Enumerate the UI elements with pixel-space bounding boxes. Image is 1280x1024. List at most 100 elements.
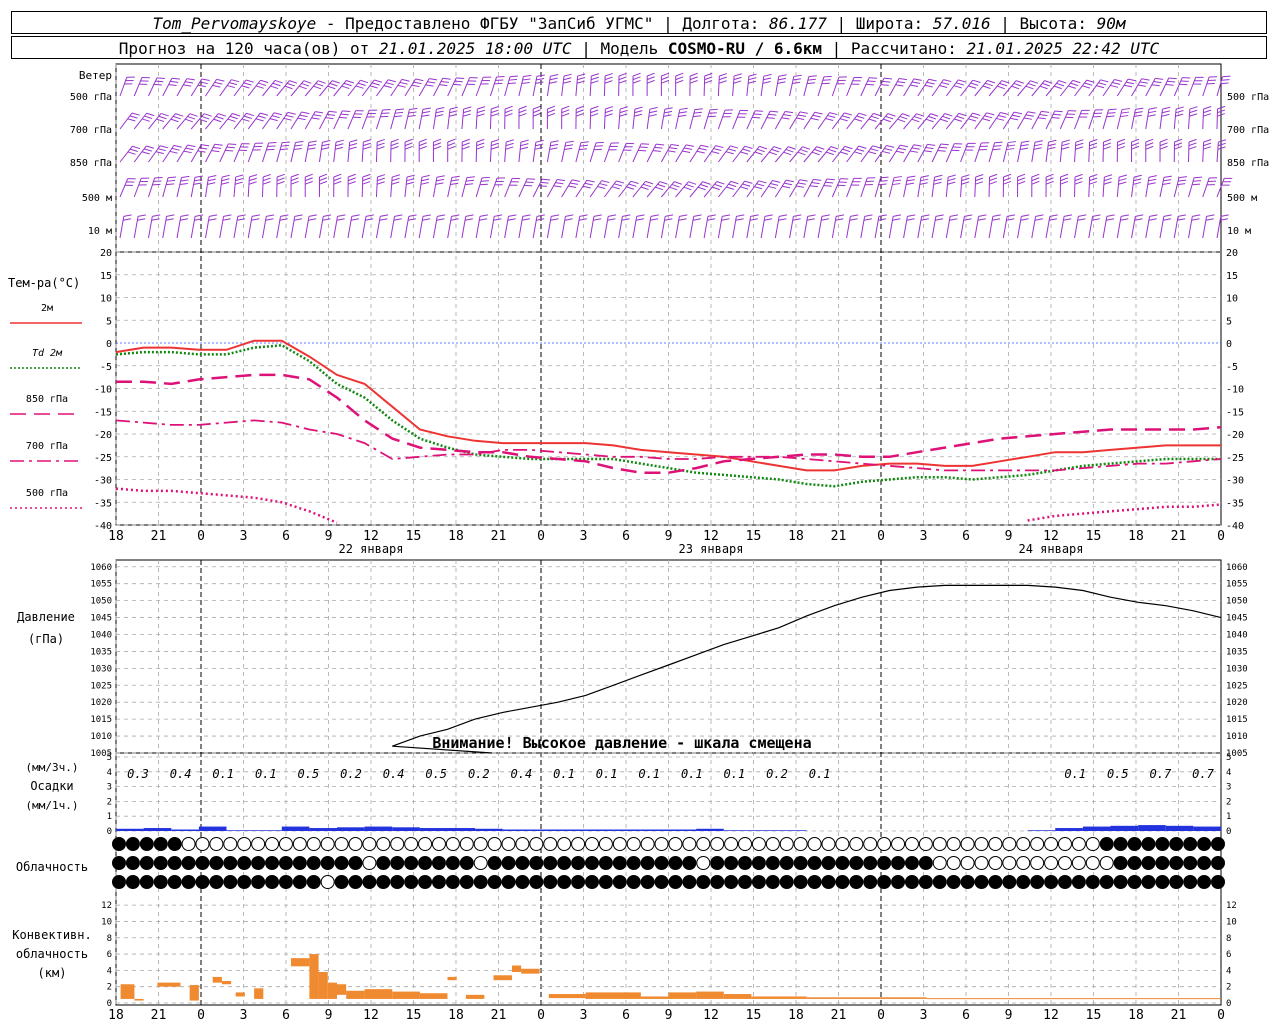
wind-barb-feather: [255, 118, 264, 122]
cloud-cover-symbol: [431, 837, 446, 851]
wind-barb-feather: [143, 148, 152, 152]
precip-bar: [779, 830, 807, 831]
cloud-cover-symbol: [334, 875, 349, 889]
wind-barb-feather: [784, 111, 794, 114]
wind-barb-staff: [988, 80, 1003, 97]
wind-barb-staff: [575, 76, 579, 97]
wind-barb-feather: [671, 144, 680, 147]
wind-barb-feather: [941, 82, 950, 85]
time-tick-label-bottom: 18: [108, 1008, 124, 1023]
precip-3h-total: 0.1: [724, 767, 746, 781]
wind-barb-staff: [760, 146, 775, 163]
cloud-cover-symbol: [1030, 837, 1045, 851]
wind-barb-feather: [812, 114, 821, 118]
cloud-cover-symbol: [779, 875, 794, 889]
wind-barb-feather: [565, 214, 574, 217]
cloud-cover-symbol: [1085, 837, 1100, 851]
wind-barb-feather: [313, 114, 322, 117]
cloud-cover-symbol: [515, 856, 530, 870]
wind-barb-staff: [774, 76, 780, 97]
cloud-cover-symbol: [612, 837, 627, 851]
precip-bar: [475, 828, 503, 831]
cloud-cover-symbol: [404, 875, 419, 889]
wind-barb-feather: [748, 77, 757, 81]
time-tick-label-bottom: 0: [537, 1008, 545, 1023]
wind-barb-feather: [854, 118, 863, 122]
wind-barb-feather: [550, 218, 559, 221]
wind-barb-feather: [355, 85, 364, 89]
conv-ytick-left: 10: [101, 917, 112, 927]
wind-barb-feather: [594, 145, 603, 147]
precip-3h-total: 0.1: [681, 767, 703, 781]
wind-barb-feather: [1058, 80, 1067, 84]
wind-barb-staff: [1017, 111, 1029, 130]
wind-barb-feather: [390, 146, 399, 150]
wind-barb-feather: [885, 115, 894, 120]
wind-barb-staff: [546, 216, 552, 239]
wind-barb-feather: [1133, 178, 1142, 182]
cloud-cover-symbol: [1057, 856, 1072, 870]
wind-barb-feather: [661, 76, 670, 81]
wind-barb-feather: [450, 218, 459, 221]
wind-barb-feather: [693, 111, 702, 114]
wind-barb-staff: [219, 113, 233, 130]
wind-level-label-right: 500 м: [1227, 193, 1257, 204]
wind-barb-staff: [461, 77, 471, 97]
wind-barb-staff: [518, 216, 524, 239]
cloud-cover-symbol: [251, 875, 266, 889]
precip-3h-total: 0.5: [298, 767, 320, 781]
wind-barb-feather: [454, 80, 463, 83]
wind-barb-feather: [328, 110, 337, 113]
wind-barb-staff: [1202, 216, 1208, 239]
cloud-cover-symbol: [473, 856, 488, 870]
wind-barb-feather: [1103, 177, 1112, 182]
wind-barb-feather: [131, 112, 140, 116]
wind-barb-feather: [593, 214, 602, 217]
wind-barb-feather: [984, 82, 993, 87]
wind-barb-staff: [1116, 216, 1122, 239]
wind-barb-feather: [508, 214, 517, 217]
wind-barb-staff: [803, 216, 809, 239]
time-tick-label-bottom: 0: [1217, 1008, 1225, 1023]
wind-barb-staff: [461, 109, 465, 130]
wind-barb-feather: [1007, 214, 1016, 217]
wind-barb-feather: [650, 218, 659, 221]
wind-title: Ветер: [79, 69, 112, 82]
wind-barb-staff: [689, 181, 704, 198]
wind-barb-feather: [561, 105, 570, 110]
wind-barb-feather: [536, 74, 545, 77]
wind-barb-feather: [674, 181, 682, 185]
wind-barb-feather: [764, 218, 773, 221]
conv-ytick-right: 6: [1226, 950, 1231, 960]
wind-barb-feather: [698, 147, 707, 151]
cloud-cover-symbol: [418, 856, 433, 870]
wind-barb-feather: [614, 183, 622, 187]
wind-barb-staff: [803, 179, 814, 198]
wind-barb-staff: [717, 75, 720, 97]
time-tick-label: 18: [788, 529, 804, 544]
wind-barb-feather: [308, 214, 317, 217]
wind-barb-feather: [333, 177, 342, 182]
pressure-line: [392, 584, 1222, 754]
wind-barb-feather: [693, 214, 702, 217]
wind-barb-feather: [549, 81, 558, 84]
wind-barb-feather: [911, 147, 920, 150]
conv-ytick-left: 4: [107, 966, 112, 976]
wind-barb-feather: [561, 112, 570, 117]
wind-barb-feather: [984, 115, 993, 119]
conv-cloud-bar: [447, 976, 457, 981]
wind-barb-feather: [678, 114, 687, 117]
wind-barb-staff: [903, 113, 917, 130]
wind-barb-feather: [678, 218, 687, 221]
wind-barb-staff: [532, 76, 538, 97]
wind-barb-feather: [621, 218, 630, 221]
wind-barb-feather: [476, 113, 485, 117]
wind-barb-staff: [589, 180, 603, 198]
press-ytick-left: 1030: [90, 664, 112, 674]
wind-barb-feather: [749, 218, 758, 221]
wind-barb-feather: [1135, 107, 1144, 110]
wind-barb-feather: [194, 218, 203, 221]
cloud-cover-symbol: [738, 856, 753, 870]
wind-barb-feather: [675, 76, 684, 81]
cloud-cover-symbol: [348, 837, 363, 851]
